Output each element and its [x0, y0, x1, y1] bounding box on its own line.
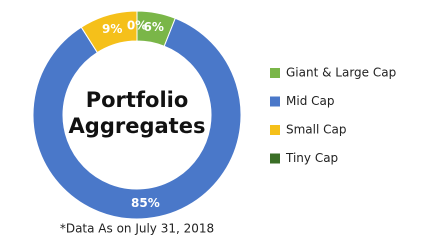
center-text: Aggregates: [69, 114, 206, 138]
legend-label: Mid Cap: [286, 94, 334, 108]
legend-swatch: [270, 125, 280, 135]
legend-swatch: [270, 153, 280, 164]
legend-swatch: [270, 96, 280, 107]
legend-label: Giant & Large Cap: [286, 66, 396, 80]
slice: [32, 17, 242, 220]
value-label: 9%: [102, 22, 122, 36]
footnote: *Data As on July 31, 2018: [60, 222, 214, 236]
legend-label: Tiny Cap: [285, 151, 338, 165]
value-label: 85%: [131, 196, 160, 210]
value-label: 0%: [127, 19, 147, 33]
center-text: Portfolio: [86, 88, 189, 112]
legend-label: Small Cap: [286, 123, 347, 137]
legend-swatch: [270, 68, 280, 78]
value-label: 6%: [143, 20, 163, 34]
